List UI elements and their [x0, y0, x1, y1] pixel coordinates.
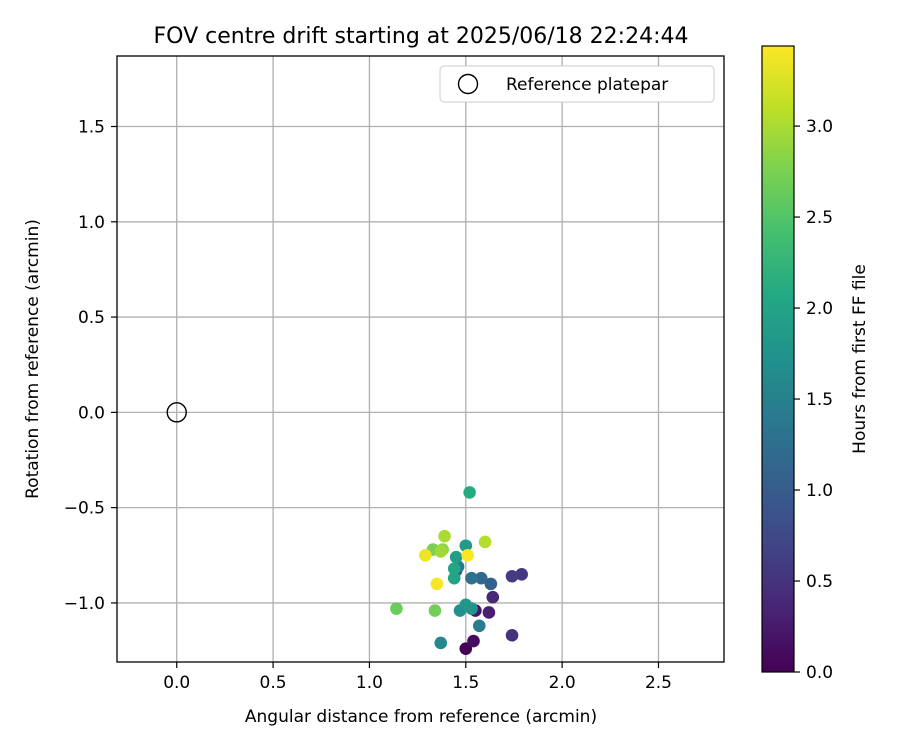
scatter-point	[461, 548, 475, 562]
x-tick-label: 0.0	[163, 673, 190, 693]
x-axis-ticks: 0.0 0.5 1.0 1.5 2.0 2.5	[163, 662, 672, 693]
colorbar-label: Hours from first FF file	[850, 264, 870, 454]
colorbar-tick-label: 1.0	[806, 481, 833, 501]
x-tick-label: 2.0	[549, 673, 576, 693]
reference-platepar-marker	[166, 402, 187, 423]
scatter-point	[434, 636, 448, 650]
colorbar	[761, 45, 795, 673]
grid	[117, 56, 724, 662]
scatter-point	[505, 629, 519, 642]
y-tick-label: −0.5	[64, 499, 105, 519]
scatter-point	[467, 634, 480, 648]
x-tick-label: 0.5	[260, 673, 287, 693]
colorbar-ticks: 0.0 0.5 1.0 1.5 2.0 2.5 3.0	[794, 117, 833, 683]
colorbar-tick-label: 3.0	[806, 117, 833, 137]
y-axis-ticks: −1.0 −0.5 0.0 0.5 1.0 1.5	[64, 118, 117, 614]
legend-box	[439, 65, 715, 103]
scatter-point	[515, 568, 528, 581]
scatter-point	[463, 486, 476, 499]
colorbar-tick-label: 1.5	[806, 390, 833, 410]
x-tick-label: 1.0	[356, 673, 383, 693]
colorbar-tick-label: 0.5	[806, 572, 833, 592]
data-points	[390, 486, 528, 655]
legend-marker	[457, 73, 479, 95]
scatter-point	[465, 571, 478, 585]
scatter-point	[486, 590, 500, 604]
scatter-point	[484, 577, 498, 591]
y-tick-label: 1.0	[78, 213, 105, 233]
scatter-point	[447, 571, 461, 585]
scatter-point	[419, 548, 432, 562]
y-tick-label: 1.5	[78, 118, 105, 138]
y-tick-label: 0.5	[78, 308, 105, 328]
scatter-point	[449, 550, 463, 564]
scatter-point	[474, 571, 488, 585]
scatter-point	[447, 562, 461, 575]
scatter-point	[434, 545, 448, 558]
y-axis-label: Rotation from reference (arcmin)	[23, 219, 43, 499]
scatter-point	[472, 619, 486, 633]
x-axis-label: Angular distance from reference (arcmin)	[245, 707, 597, 727]
y-tick-label: −1.0	[64, 594, 105, 614]
scatter-point	[390, 602, 403, 615]
scatter-point	[428, 604, 442, 617]
scatter-point	[459, 642, 473, 655]
x-tick-label: 1.5	[452, 673, 479, 693]
scatter-point	[505, 569, 519, 583]
scatter-point	[430, 577, 444, 591]
scatter-point	[459, 598, 473, 612]
x-tick-label: 2.5	[645, 673, 672, 693]
scatter-point	[438, 529, 451, 543]
colorbar-tick-label: 2.0	[806, 299, 833, 319]
plot-frame	[116, 55, 725, 663]
legend-entry-reference-platepar: Reference platepar	[506, 75, 668, 95]
chart-title: FOV centre drift starting at 2025/06/18 …	[154, 24, 689, 49]
scatter-point	[478, 535, 492, 549]
colorbar-tick-label: 0.0	[806, 663, 833, 683]
y-tick-label: 0.0	[78, 403, 105, 423]
scatter-point	[459, 539, 473, 553]
colorbar-tick-label: 2.5	[806, 208, 833, 228]
legend: Reference platepar	[439, 65, 715, 103]
scatter-point	[482, 606, 496, 619]
